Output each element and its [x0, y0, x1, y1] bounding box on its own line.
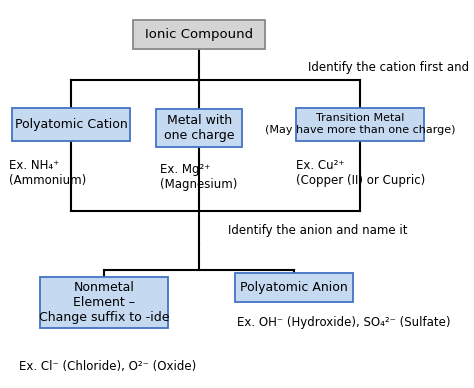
Text: Identify the anion and name it: Identify the anion and name it: [228, 224, 407, 237]
Text: Identify the cation first and name it: Identify the cation first and name it: [308, 61, 474, 74]
Text: Polyatomic Cation: Polyatomic Cation: [15, 118, 128, 131]
Text: Ex. Cl⁻ (Chloride), O²⁻ (Oxide): Ex. Cl⁻ (Chloride), O²⁻ (Oxide): [19, 360, 196, 373]
FancyBboxPatch shape: [156, 109, 242, 147]
Text: Metal with
one charge: Metal with one charge: [164, 114, 234, 142]
Text: Ex. OH⁻ (Hydroxide), SO₄²⁻ (Sulfate): Ex. OH⁻ (Hydroxide), SO₄²⁻ (Sulfate): [237, 315, 450, 329]
Text: Ex. NH₄⁺
(Ammonium): Ex. NH₄⁺ (Ammonium): [9, 159, 86, 187]
Text: Ex. Cu²⁺
(Copper (II) or Cupric): Ex. Cu²⁺ (Copper (II) or Cupric): [296, 159, 425, 187]
FancyBboxPatch shape: [133, 20, 265, 49]
Text: Nonmetal
Element –
Change suffix to -ide: Nonmetal Element – Change suffix to -ide: [39, 281, 170, 324]
FancyBboxPatch shape: [12, 108, 130, 140]
FancyBboxPatch shape: [40, 277, 168, 328]
Text: Ex. Mg²⁺
(Magnesium): Ex. Mg²⁺ (Magnesium): [160, 163, 238, 191]
Text: Transition Metal
(May have more than one charge): Transition Metal (May have more than one…: [265, 113, 456, 135]
FancyBboxPatch shape: [296, 108, 424, 140]
FancyBboxPatch shape: [235, 272, 353, 302]
Text: Ionic Compound: Ionic Compound: [145, 28, 253, 42]
Text: Polyatomic Anion: Polyatomic Anion: [240, 281, 348, 294]
